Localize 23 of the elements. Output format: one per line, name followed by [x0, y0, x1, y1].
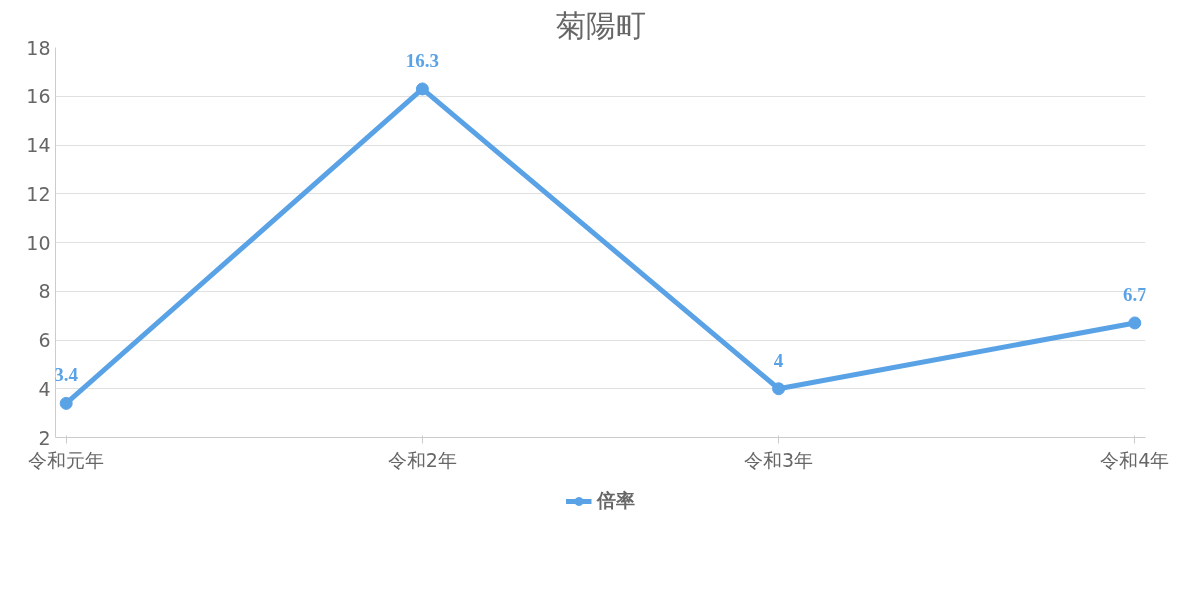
x-tick-label: 令和2年 — [387, 448, 457, 471]
y-tick-label: 14 — [26, 134, 51, 156]
y-tick-label: 16 — [26, 85, 51, 108]
y-tick-label: 4 — [38, 377, 51, 400]
point — [415, 82, 429, 96]
point — [1128, 316, 1142, 330]
chart-title: 菊陽町 — [555, 7, 646, 43]
data-label: 4 — [773, 349, 784, 371]
y-tick-label: 2 — [38, 426, 51, 449]
y-tick-label: 12 — [26, 182, 51, 205]
point — [59, 396, 73, 410]
y-tick-label: 10 — [26, 231, 51, 254]
x-tick-label: 令和元年 — [28, 448, 105, 471]
x-tick-label: 令和3年 — [744, 448, 814, 471]
point — [772, 382, 786, 396]
data-label: 16.3 — [405, 49, 440, 71]
legend-label: 倍率 — [596, 487, 635, 513]
y-tick-label: 8 — [38, 280, 51, 303]
x-tick-label: 令和4年 — [1100, 448, 1170, 471]
data-label: 6.7 — [1122, 283, 1148, 305]
y-tick-label: 6 — [38, 329, 51, 351]
data-label: 3.4 — [54, 364, 79, 386]
y-tick-label: 18 — [26, 36, 51, 59]
